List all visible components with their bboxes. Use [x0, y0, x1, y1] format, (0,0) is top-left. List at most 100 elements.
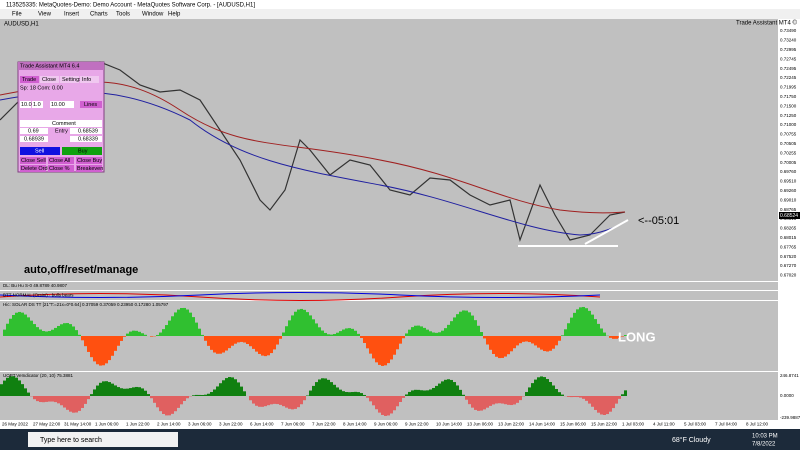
histogram-bar — [513, 396, 516, 404]
menu-item[interactable]: Charts — [90, 12, 108, 18]
histogram-bar — [21, 384, 24, 396]
histogram-bar — [381, 396, 384, 415]
histogram-bar — [204, 336, 207, 341]
histogram-bar — [174, 312, 177, 336]
histogram-bar — [291, 396, 294, 409]
histogram-bar — [540, 336, 543, 350]
histogram-bar — [351, 329, 354, 336]
buy: Buy — [78, 148, 88, 154]
sl-price: 0.68339 — [78, 136, 98, 142]
histogram-bar — [384, 336, 387, 365]
histogram-bar — [303, 396, 306, 400]
histogram-bar — [105, 381, 108, 396]
menu-item[interactable]: Window — [142, 12, 164, 18]
price-label: 0.69760 — [780, 169, 797, 174]
histogram-bar — [558, 392, 561, 396]
panel-button-label: Close Buy — [77, 158, 102, 164]
histogram-bar — [402, 396, 405, 398]
time-label: 7 Jun 22:00 — [312, 422, 336, 427]
histogram-bar — [567, 323, 570, 336]
time-label: 8 Jun 14:00 — [343, 422, 367, 427]
histogram-bar — [33, 324, 36, 336]
main-chart — [0, 19, 778, 281]
price-label: 0.72995 — [780, 47, 797, 52]
histogram-bar — [48, 396, 51, 402]
entry: Entry — [55, 128, 68, 134]
histogram-bar — [207, 394, 210, 396]
menu-item[interactable]: Tools — [116, 12, 130, 18]
histogram-bar — [267, 396, 270, 405]
sl: 0.69 — [28, 128, 39, 134]
histogram-bar — [294, 312, 297, 336]
histogram-bar — [210, 336, 213, 350]
search: Type here to search — [40, 437, 102, 444]
histogram-bar — [174, 396, 177, 411]
histogram-bar — [66, 323, 69, 336]
histogram-bar — [195, 323, 198, 336]
histogram-bar — [93, 336, 96, 361]
histogram-bar — [285, 326, 288, 336]
histogram-bar — [246, 336, 249, 344]
histogram-bar — [420, 326, 423, 336]
histogram-bar — [504, 336, 507, 357]
field-value: 10.0 — [21, 102, 32, 108]
histogram-bar — [480, 396, 483, 411]
time-label: 2 Jun 14:00 — [157, 422, 181, 427]
histogram-bar — [213, 336, 216, 353]
menu-item[interactable]: Insert — [64, 12, 79, 18]
menu-item[interactable]: View — [38, 12, 52, 18]
time-label: 7 Jun 06:00 — [281, 422, 305, 427]
histogram-bar — [114, 336, 117, 351]
histogram-bar — [576, 309, 579, 336]
histogram-bar — [165, 396, 168, 415]
histogram-bar — [357, 392, 360, 396]
histogram-bar — [45, 331, 48, 336]
histogram-bar — [345, 392, 348, 396]
symbol: AUDUSD,H1 — [4, 22, 39, 28]
histogram-bar — [579, 307, 582, 336]
menu-item[interactable]: File — [12, 12, 22, 18]
histogram-bar — [537, 336, 540, 348]
histogram-bar — [486, 396, 489, 408]
histogram-bar — [366, 336, 369, 348]
histogram-bar — [477, 326, 480, 336]
price-label: 0.67765 — [780, 244, 797, 249]
menu-item[interactable]: Help — [168, 12, 181, 18]
histogram-bar — [297, 310, 300, 336]
histogram-bar — [456, 385, 459, 396]
tab-label: Info — [82, 77, 91, 83]
histogram-bar — [597, 324, 600, 336]
histogram-bar — [75, 330, 78, 336]
indicator-scale: -239.9887 — [780, 415, 800, 420]
histogram-bar — [612, 336, 615, 339]
histogram-bar — [267, 336, 270, 355]
histogram-bar — [405, 333, 408, 336]
histogram-bar — [150, 336, 153, 337]
histogram-bar — [159, 333, 162, 336]
histogram-bar — [618, 396, 621, 399]
histogram-bar — [240, 387, 243, 396]
histogram-bar — [81, 396, 84, 408]
histogram-bar — [276, 396, 279, 404]
histogram-bar — [510, 396, 513, 405]
histogram-bar — [21, 313, 24, 336]
panel-button-label: Close All — [49, 158, 70, 164]
histogram-bar — [111, 384, 114, 396]
histogram-bar — [519, 396, 522, 400]
histogram-bar — [141, 388, 144, 396]
histogram-bar — [12, 315, 15, 336]
price-label: 0.69260 — [780, 188, 797, 193]
histogram-bar — [252, 336, 255, 349]
histogram-bar — [6, 324, 9, 336]
histogram-bar — [354, 331, 357, 336]
indicator-scale: 246.8741 — [780, 373, 799, 378]
histogram-bar — [558, 336, 561, 341]
histogram-bar — [327, 334, 330, 336]
histogram-bar — [450, 380, 453, 396]
histogram-bar — [474, 320, 477, 336]
histogram-bar — [501, 396, 504, 404]
price-label: 0.69010 — [780, 197, 797, 202]
histogram-bar — [261, 336, 264, 356]
indicator-2 — [0, 291, 778, 300]
histogram-bar — [117, 336, 120, 346]
